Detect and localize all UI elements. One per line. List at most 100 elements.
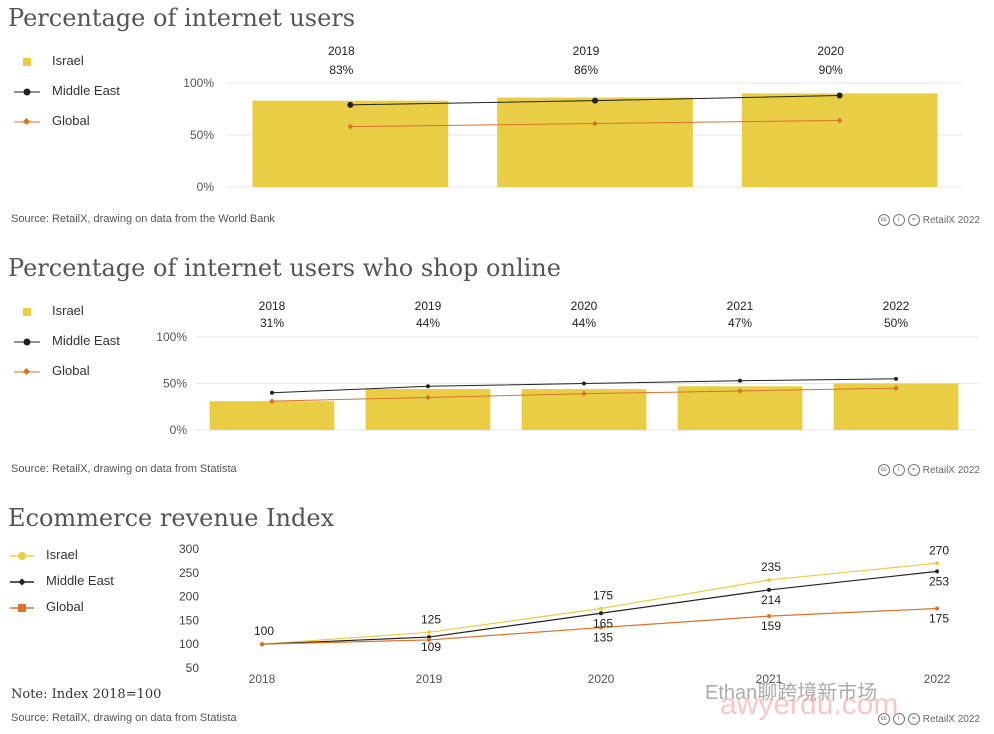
no-derivatives-icon: =: [907, 713, 920, 725]
data-label-middle-east: 253: [929, 574, 949, 588]
bar-value-label: 90%: [819, 63, 843, 77]
creative-commons-icon: cc: [877, 464, 890, 476]
brand-credit: cc i = RetailX 2022: [877, 214, 980, 226]
attribution-icon: i: [892, 214, 905, 226]
creative-commons-icon: cc: [877, 214, 890, 226]
chart-title: Percentage of internet users: [8, 4, 356, 32]
legend-line-dot-icon: [10, 552, 34, 560]
legend-line-diamond-icon: [14, 367, 40, 376]
legend-label: Middle East: [52, 83, 120, 98]
point-israel: [935, 561, 939, 566]
point-global: [893, 385, 899, 391]
category-label: 2020: [571, 299, 598, 313]
point-middle-east: [592, 97, 598, 104]
y-tick-label: 250: [179, 566, 199, 580]
point-israel: [599, 606, 603, 611]
bar-value-label: 50%: [884, 316, 908, 330]
y-tick-label: 150: [179, 613, 199, 627]
y-tick-label: 50%: [190, 128, 214, 142]
y-tick-label: 0%: [170, 423, 188, 437]
legend-line-dot-icon: [14, 88, 40, 96]
source-note: Source: RetailX, drawing on data from th…: [11, 213, 275, 225]
source-note: Source: RetailX, drawing on data from St…: [11, 463, 237, 475]
point-middle-east: [427, 635, 431, 640]
bar-value-label: 31%: [260, 316, 284, 330]
point-middle-east: [582, 381, 586, 386]
bar-israel: [209, 401, 335, 430]
legend-label: Global: [46, 599, 84, 614]
category-label: 2019: [415, 299, 442, 313]
data-label-global: 135: [593, 631, 613, 645]
bar-israel: [252, 100, 449, 187]
x-tick-label: 2020: [588, 672, 615, 686]
legend-label: Israel: [52, 303, 84, 318]
point-middle-east: [767, 587, 771, 592]
category-label: 2018: [259, 299, 286, 313]
legend-line-diamond-icon: [14, 117, 40, 126]
x-tick-label: 2021: [756, 672, 783, 686]
index-note: Note: Index 2018=100: [11, 687, 162, 702]
point-global: [581, 390, 587, 397]
data-label-israel: 175: [593, 589, 613, 603]
data-label-middle-east: 109: [421, 640, 441, 654]
brand-label: RetailX 2022: [922, 464, 980, 476]
point-global: [599, 625, 603, 630]
creative-commons-icon: cc: [877, 713, 890, 725]
brand-credit: cc i = RetailX 2022: [877, 713, 980, 725]
data-label-israel: 100: [254, 624, 274, 638]
source-note: Source: RetailX, drawing on data from St…: [11, 712, 237, 724]
chart-internet-users: 0% 50% 100% 2018 83% 2019 86% 2020 90%: [183, 44, 962, 194]
y-tick-label: 100%: [183, 76, 214, 90]
no-derivatives-icon: =: [907, 464, 920, 476]
legend-label: Global: [52, 363, 90, 378]
legend-bar-swatch-icon: [23, 308, 31, 316]
point-global: [269, 398, 275, 404]
data-label-middle-east: 165: [593, 616, 613, 630]
data-label-middle-east: 214: [761, 593, 781, 607]
brand-label: RetailX 2022: [922, 713, 980, 725]
y-tick-label: 50: [186, 661, 200, 675]
point-global: [935, 606, 939, 611]
point-israel: [767, 577, 771, 582]
point-global: [427, 637, 431, 642]
brand-credit: cc i = RetailX 2022: [877, 464, 980, 476]
chart-ecommerce-index: 50 100 150 200 250 300 2018 2019 2020 2021 2022 100…: [179, 542, 951, 686]
x-tick-label: 2022: [924, 672, 951, 686]
category-label: 2021: [727, 299, 754, 313]
chart-title: Percentage of internet users who shop on…: [8, 254, 561, 282]
point-global: [767, 614, 771, 619]
chart-title: Ecommerce revenue Index: [8, 504, 335, 532]
point-middle-east: [270, 390, 274, 395]
legend-label: Middle East: [46, 573, 114, 588]
legend-line-diamond-icon: [10, 578, 34, 586]
legend-line-square-icon: [10, 604, 34, 612]
legend-bar-swatch-icon: [23, 58, 31, 66]
category-label: 2020: [817, 44, 844, 58]
panel-internet-users: Percentage of internet users Israel Midd…: [0, 0, 994, 240]
bar-value-label: 47%: [728, 316, 752, 330]
bar-israel: [741, 93, 938, 187]
point-middle-east: [836, 92, 843, 99]
point-global: [260, 642, 264, 647]
bar-value-label: 44%: [416, 316, 440, 330]
attribution-icon: i: [892, 464, 905, 476]
point-israel: [427, 630, 431, 635]
category-label: 2019: [573, 44, 600, 58]
legend-label: Global: [52, 113, 90, 128]
no-derivatives-icon: =: [907, 214, 920, 226]
y-tick-label: 50%: [163, 377, 187, 391]
bar-israel: [497, 97, 693, 187]
bar-israel: [833, 383, 959, 430]
legend-label: Israel: [46, 547, 78, 562]
y-tick-label: 200: [179, 590, 199, 604]
point-middle-east: [935, 569, 939, 574]
panel-online-shoppers: Percentage of internet users who shop on…: [0, 250, 994, 490]
data-label-israel: 125: [421, 612, 441, 626]
point-global: [425, 394, 431, 401]
category-label: 2018: [328, 44, 355, 58]
point-global: [737, 388, 743, 394]
category-label: 2022: [883, 299, 910, 313]
x-tick-label: 2019: [416, 672, 443, 686]
data-label-global: 159: [761, 619, 781, 633]
panel-ecommerce-index: Ecommerce revenue Index Israel Middle Ea…: [0, 500, 994, 734]
